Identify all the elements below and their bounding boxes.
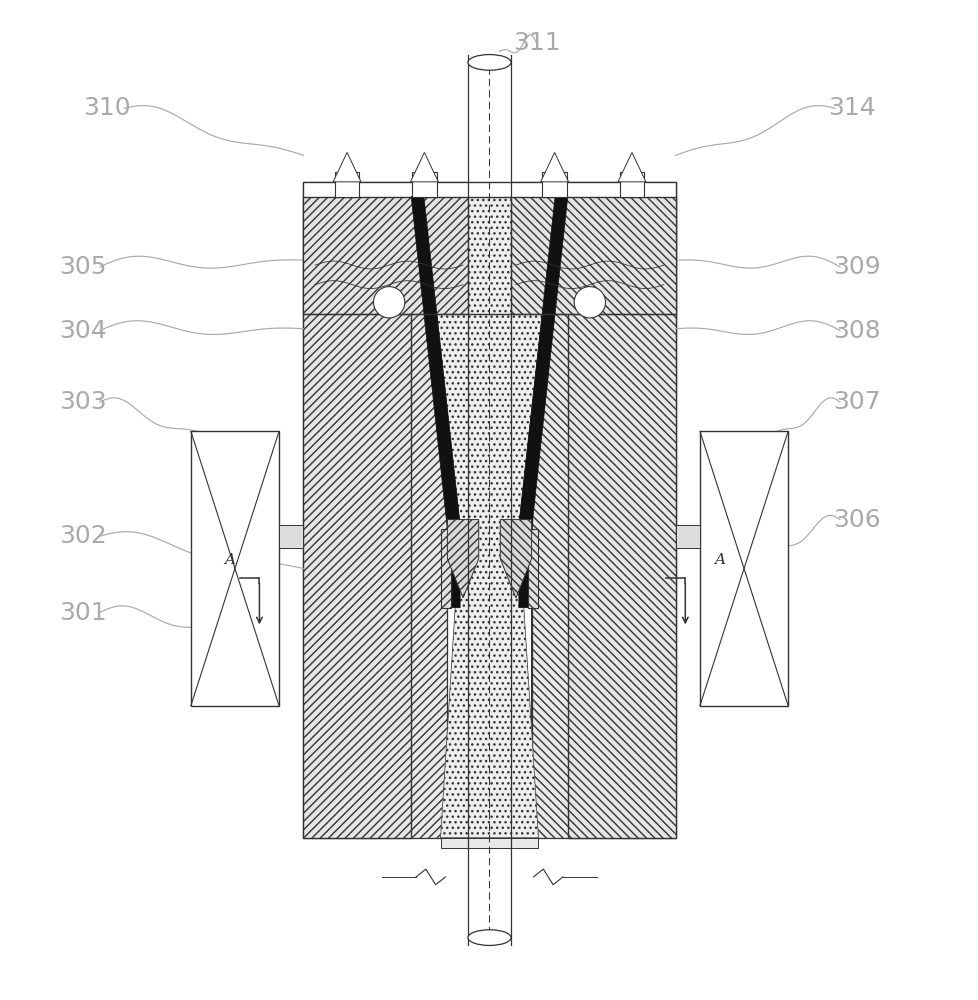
Bar: [675, 525, 699, 548]
Text: 306: 306: [832, 508, 880, 532]
Bar: [279, 525, 303, 548]
Polygon shape: [440, 529, 451, 608]
Text: 305: 305: [59, 255, 107, 279]
Text: 308: 308: [832, 319, 880, 343]
Polygon shape: [423, 197, 555, 838]
Polygon shape: [423, 197, 555, 838]
Polygon shape: [511, 182, 675, 314]
Polygon shape: [617, 152, 645, 182]
Text: A: A: [224, 553, 236, 567]
Polygon shape: [527, 529, 538, 608]
Bar: [531, 197, 675, 838]
Bar: [542, 172, 566, 197]
Bar: [440, 838, 538, 848]
Bar: [303, 182, 675, 197]
Ellipse shape: [467, 930, 511, 945]
Ellipse shape: [467, 55, 511, 70]
Polygon shape: [333, 152, 361, 182]
Bar: [699, 431, 787, 706]
Circle shape: [373, 287, 404, 318]
Circle shape: [573, 287, 604, 318]
Polygon shape: [500, 520, 531, 598]
Text: 311: 311: [512, 31, 559, 55]
Polygon shape: [511, 608, 675, 838]
Bar: [619, 172, 644, 197]
Polygon shape: [410, 152, 438, 182]
Bar: [567, 197, 675, 838]
Bar: [412, 172, 436, 197]
Text: 304: 304: [59, 319, 107, 343]
Polygon shape: [303, 608, 467, 838]
Text: 310: 310: [83, 96, 131, 120]
Bar: [334, 172, 359, 197]
Bar: [467, 55, 511, 945]
Polygon shape: [540, 152, 568, 182]
Polygon shape: [447, 520, 478, 598]
Text: 302: 302: [59, 524, 107, 548]
Polygon shape: [518, 197, 567, 608]
Text: 303: 303: [59, 390, 107, 414]
Bar: [303, 197, 411, 838]
Text: 314: 314: [827, 96, 875, 120]
Bar: [191, 431, 279, 706]
Text: A: A: [713, 553, 725, 567]
Polygon shape: [411, 197, 460, 608]
Text: 309: 309: [832, 255, 880, 279]
Text: 307: 307: [832, 390, 880, 414]
Polygon shape: [303, 182, 467, 314]
Text: 301: 301: [59, 601, 107, 625]
Bar: [303, 197, 447, 838]
